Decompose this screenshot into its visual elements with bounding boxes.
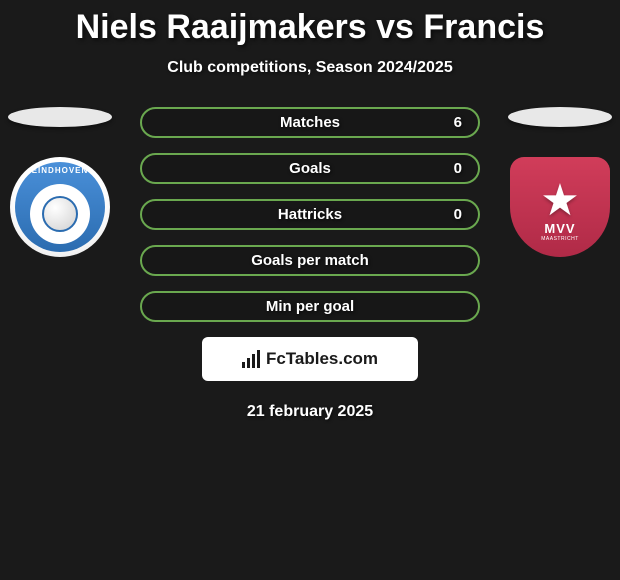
stat-row-goals-per-match: Goals per match (140, 245, 480, 276)
stat-label: Matches (280, 114, 340, 131)
comparison-card: Niels Raaijmakers vs Francis Club compet… (0, 0, 620, 421)
left-club-name: EINDHOVEN (32, 166, 89, 175)
star-icon: ★ (540, 179, 579, 223)
stat-value: 0 (454, 160, 462, 177)
stats-column: Matches 6 Goals 0 Hattricks 0 Goals per … (112, 107, 508, 322)
page-subtitle: Club competitions, Season 2024/2025 (0, 59, 620, 77)
left-player-avatar-placeholder (8, 107, 112, 127)
stat-row-goals: Goals 0 (140, 153, 480, 184)
left-player-col: EINDHOVEN (8, 107, 112, 257)
left-club-badge-inner: EINDHOVEN (15, 162, 105, 252)
page-title: Niels Raaijmakers vs Francis (0, 8, 620, 47)
right-player-col: ★ MVV MAASTRICHT (508, 107, 612, 257)
stat-row-min-per-goal: Min per goal (140, 291, 480, 322)
left-club-badge: EINDHOVEN (10, 157, 110, 257)
soccer-ball-icon (42, 196, 78, 232)
footer-brand-badge[interactable]: FcTables.com (202, 337, 418, 381)
right-club-name: MVV (544, 221, 575, 236)
stat-label: Goals (289, 160, 331, 177)
footer-brand-text: FcTables.com (266, 349, 378, 369)
bar-chart-icon (242, 350, 260, 368)
right-club-badge: ★ MVV MAASTRICHT (510, 157, 610, 257)
date-text: 21 february 2025 (0, 403, 620, 421)
right-player-avatar-placeholder (508, 107, 612, 127)
left-club-ball-bg (30, 184, 90, 244)
stat-value: 0 (454, 206, 462, 223)
stat-row-matches: Matches 6 (140, 107, 480, 138)
stat-label: Goals per match (251, 252, 369, 269)
content-row: EINDHOVEN Matches 6 Goals 0 Hattricks 0 (0, 107, 620, 322)
stat-label: Hattricks (278, 206, 342, 223)
stat-row-hattricks: Hattricks 0 (140, 199, 480, 230)
stat-label: Min per goal (266, 298, 354, 315)
stat-value: 6 (454, 114, 462, 131)
right-club-subname: MAASTRICHT (541, 236, 579, 242)
